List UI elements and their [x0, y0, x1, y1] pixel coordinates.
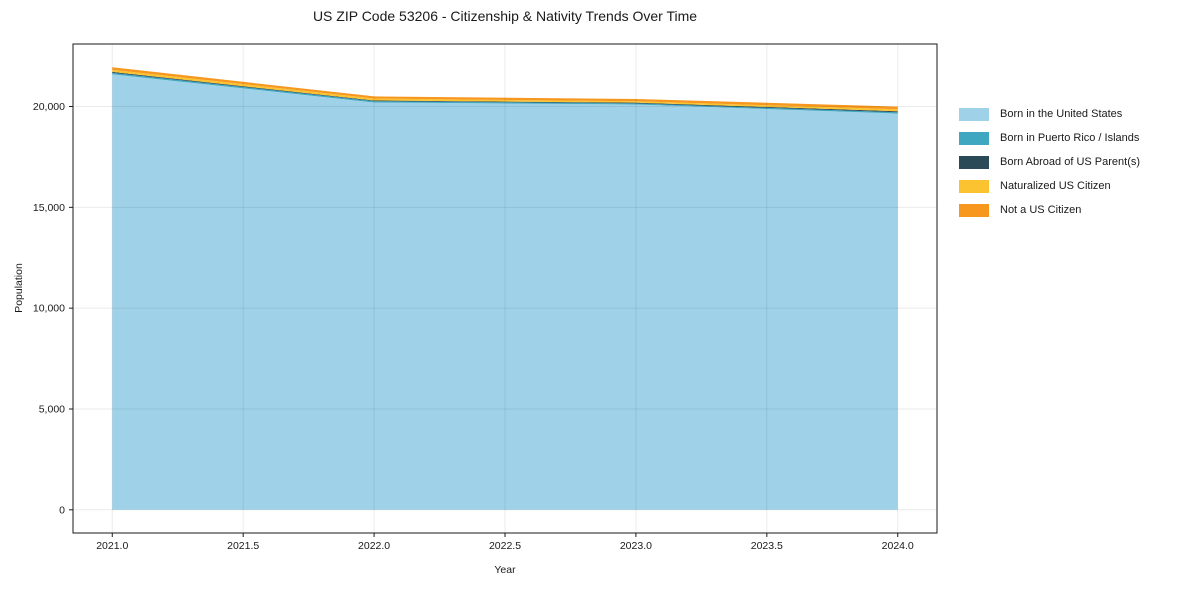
legend-swatch: [959, 179, 989, 193]
legend-swatch: [959, 107, 989, 121]
legend-label: Born in Puerto Rico / Islands: [1000, 132, 1140, 144]
legend-label: Born in the United States: [1000, 108, 1123, 120]
x-tick-label: 2024.0: [882, 540, 914, 552]
x-tick-label: 2022.0: [358, 540, 390, 552]
x-tick-label: 2023.5: [751, 540, 783, 552]
area-born-in-the-united-states: [112, 74, 898, 510]
x-tick-label: 2022.5: [489, 540, 521, 552]
legend-item-born-in-the-united-states: Born in the United States: [959, 102, 1140, 126]
x-tick-label: 2021.5: [227, 540, 259, 552]
x-tick-label: 2021.0: [96, 540, 128, 552]
legend-label: Born Abroad of US Parent(s): [1000, 156, 1141, 168]
legend-item-born-in-puerto-rico-islands: Born in Puerto Rico / Islands: [959, 126, 1140, 150]
legend: Born in the United States Born in Puerto …: [959, 102, 1140, 222]
legend-swatch: [959, 203, 989, 217]
y-tick-label: 0: [59, 504, 65, 516]
y-tick-label: 5,000: [39, 403, 65, 415]
legend-item-not-a-us-citizen: Not a US Citizen: [959, 198, 1140, 222]
legend-swatch: [959, 155, 989, 169]
area-not-a-us-citizen: [112, 67, 898, 110]
chart-title: US ZIP Code 53206 - Citizenship & Nativi…: [312, 8, 698, 24]
y-tick-label: 15,000: [33, 202, 65, 214]
y-tick-label: 10,000: [33, 303, 65, 315]
y-tick-label: 20,000: [33, 101, 65, 113]
legend-swatch: [959, 131, 989, 145]
x-axis-label: Year: [494, 564, 516, 576]
legend-item-naturalized-us-citizen: Naturalized US Citizen: [959, 174, 1140, 198]
x-tick-label: 2023.0: [620, 540, 652, 552]
legend-item-born-abroad-of-us-parent-s: Born Abroad of US Parent(s): [959, 150, 1140, 174]
legend-label: Not a US Citizen: [1000, 204, 1082, 216]
legend-label: Naturalized US Citizen: [1000, 180, 1111, 192]
area-naturalized-us-citizen: [112, 69, 898, 112]
